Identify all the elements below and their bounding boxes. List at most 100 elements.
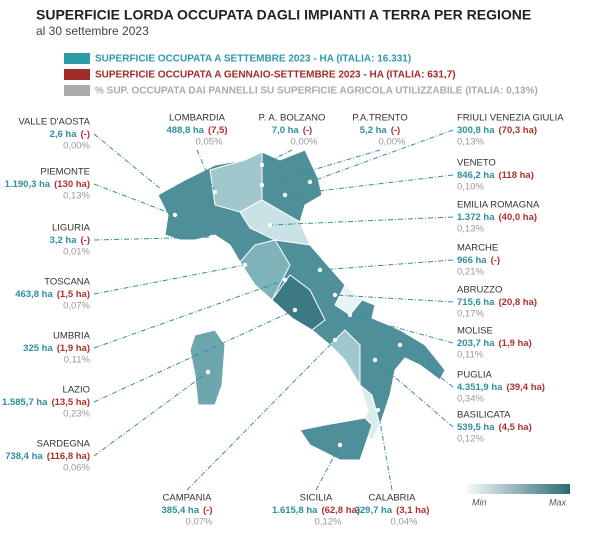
region-dot	[347, 312, 353, 318]
legend-swatch	[64, 85, 90, 96]
region-dot	[259, 162, 265, 168]
region-area: 1.190,3 ha	[5, 179, 51, 190]
region-values: 539,5 ha (4,5 ha)	[457, 422, 532, 433]
region-values: 229,7 ha (3,1 ha)	[355, 505, 430, 516]
region-values: 1.190,3 ha (130 ha)	[5, 179, 90, 190]
region-area: 325 ha	[23, 343, 53, 354]
region-area: 229,7 ha	[355, 505, 393, 516]
region-pct: 0,12%	[315, 517, 342, 528]
region-area: 715,6 ha	[457, 297, 495, 308]
leader-line	[261, 149, 293, 166]
legend-swatch	[64, 53, 90, 64]
region-name: LOMBARDIA	[169, 113, 226, 124]
region-dot	[397, 342, 403, 348]
region-pct: 0,34%	[457, 394, 484, 405]
region-area: 846,2 ha	[457, 170, 495, 181]
leader-line	[93, 264, 246, 295]
region-change: (40,0 ha)	[499, 212, 538, 223]
region-pct: 0,00%	[63, 141, 90, 152]
region-dot	[159, 187, 165, 193]
region-pct: 0,13%	[457, 224, 484, 235]
region-change: (-)	[81, 129, 91, 140]
region-name: MOLISE	[457, 326, 493, 337]
region-pct: 0,01%	[63, 247, 90, 258]
scale-max: Max	[549, 497, 567, 507]
region-change: (130 ha)	[54, 179, 90, 190]
region-values: 1.372 ha (40,0 ha)	[457, 212, 537, 223]
region-pct: 0,07%	[186, 517, 213, 528]
region-values: 5,2 ha (-)	[360, 125, 400, 136]
region-dot	[307, 179, 313, 185]
leader-line	[93, 133, 163, 191]
region-area: 738,4 ha	[5, 451, 43, 462]
region-pct: 0,21%	[457, 267, 484, 278]
region-name: PUGLIA	[457, 370, 493, 381]
region-values: 966 ha (-)	[457, 255, 500, 266]
region-values: 385,4 ha (-)	[162, 505, 213, 516]
region-area: 7,0 ha	[272, 125, 300, 136]
region-name: VENETO	[457, 158, 496, 169]
region-pct: 0,05%	[196, 137, 223, 148]
region-values: 325 ha (1,9 ha)	[23, 343, 90, 354]
leader-line	[374, 359, 454, 428]
region-dot	[317, 267, 323, 273]
region-name: MARCHE	[457, 243, 498, 254]
region-pct: 0,17%	[457, 309, 484, 320]
legend-text: % SUP. OCCUPATA DAI PANNELLI SU SUPERFIC…	[95, 86, 538, 97]
region-values: 4.351,9 ha (39,4 ha)	[457, 382, 545, 393]
region-values: 846,2 ha (118 ha)	[457, 170, 534, 181]
leader-line	[269, 216, 454, 226]
leader-line	[196, 149, 216, 193]
leader-line	[261, 149, 381, 186]
leader-line	[93, 183, 176, 216]
region-name: TOSCANA	[44, 277, 90, 288]
region-pct: 0,00%	[379, 137, 406, 148]
region-change: (3,1 ha)	[396, 505, 429, 516]
region-dot	[205, 369, 211, 375]
region-values: 738,4 ha (116,8 ha)	[5, 451, 90, 462]
region-dot	[332, 337, 338, 343]
leader-line	[93, 309, 296, 403]
region-values: 715,6 ha (20,8 ha)	[457, 297, 537, 308]
region-values: 203,7 ha (1,9 ha)	[457, 338, 532, 349]
leader-line	[349, 314, 454, 344]
region-values: 463,8 ha (1,5 ha)	[15, 289, 90, 300]
region-pct: 0,13%	[63, 191, 90, 202]
region-dot	[259, 182, 265, 188]
region-name: PIEMONTE	[40, 167, 90, 178]
region-name: VALLE D'AOSTA	[18, 117, 90, 128]
region-area: 1.585,7 ha	[2, 397, 48, 408]
region-dot	[372, 357, 378, 363]
region-name: CAMPANIA	[163, 493, 213, 504]
region-name: FRIULI VENEZIA GIULIA	[457, 113, 564, 124]
region-area: 5,2 ha	[360, 125, 388, 136]
region-area: 1.615,8 ha	[272, 505, 318, 516]
region-dot	[267, 222, 273, 228]
region-change: (-)	[391, 125, 401, 136]
region-change: (20,8 ha)	[499, 297, 538, 308]
region-change: (-)	[81, 235, 91, 246]
region-name: LAZIO	[63, 385, 90, 396]
region-pct: 0,11%	[64, 355, 91, 366]
region-pct: 0,13%	[457, 137, 484, 148]
region-values: 1.585,7 ha (13,5 ha)	[2, 397, 90, 408]
region-dot	[209, 234, 215, 240]
scale-bar	[468, 484, 570, 494]
region-change: (70,3 ha)	[499, 125, 538, 136]
region-change: (1,5 ha)	[57, 289, 90, 300]
legend-text: SUPERFICIE OCCUPATA A GENNAIO-SETTEMBRE …	[95, 70, 456, 81]
region-area: 4.351,9 ha	[457, 382, 503, 393]
region-change: (1,9 ha)	[57, 343, 90, 354]
leader-line	[377, 409, 393, 491]
region-values: 300,8 ha (70,3 ha)	[457, 125, 537, 136]
region-area: 539,5 ha	[457, 422, 495, 433]
region-pct: 0,06%	[63, 463, 90, 474]
region-name: SARDEGNA	[37, 439, 91, 450]
region-change: (1,9 ha)	[499, 338, 532, 349]
region-dot	[212, 189, 218, 195]
leader-line	[284, 174, 454, 196]
map	[157, 149, 446, 461]
region-area: 1.372 ha	[457, 212, 495, 223]
region-dot	[337, 442, 343, 448]
